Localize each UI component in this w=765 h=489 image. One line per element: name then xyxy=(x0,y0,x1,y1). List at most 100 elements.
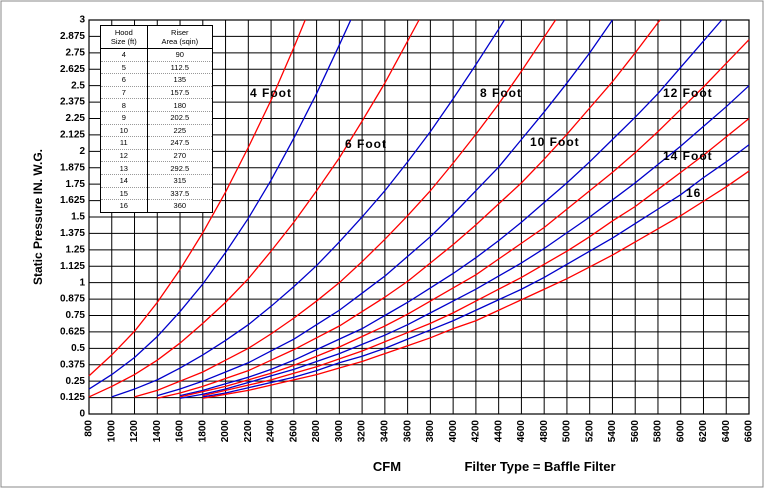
table-cell: 225 xyxy=(146,124,213,138)
y-tick-label: 2.5 xyxy=(71,80,85,91)
x-tick-label: 4000 xyxy=(448,420,459,443)
y-tick-label: 2.25 xyxy=(66,113,86,124)
curve-label: 4 Foot xyxy=(250,86,292,100)
table-cell: 90 xyxy=(146,48,213,62)
x-tick-label: 1200 xyxy=(129,420,140,443)
curve-label: 8 Foot xyxy=(480,86,522,100)
curve xyxy=(202,117,750,397)
curve xyxy=(202,144,750,398)
x-tick-label: 3400 xyxy=(380,420,391,443)
y-tick-label: 1.125 xyxy=(60,261,85,272)
subtitle: Filter Type = Baffle Filter xyxy=(464,459,615,474)
x-tick-label: 6400 xyxy=(721,420,732,443)
curve xyxy=(88,19,352,390)
table-cell: 202.5 xyxy=(146,111,213,125)
x-tick-label: 2600 xyxy=(288,420,299,443)
x-tick-label: 2200 xyxy=(243,420,254,443)
y-tick-label: 1.75 xyxy=(66,179,86,190)
curve xyxy=(88,19,306,377)
x-tick-label: 1800 xyxy=(197,420,208,443)
table-cell: 270 xyxy=(146,149,213,163)
curve xyxy=(157,19,661,399)
table-cell: 7 xyxy=(100,86,148,100)
x-tick-label: 4200 xyxy=(471,420,482,443)
curve xyxy=(88,19,420,398)
table-cell: 4 xyxy=(100,48,148,62)
header-line: Riser xyxy=(171,28,189,37)
inset-table: Hood Size (ft) Riser Area (sqin) 4 90 5 112.5 6 1… xyxy=(100,25,213,213)
curve-label: 10 Foot xyxy=(530,135,580,149)
table-cell: 15 xyxy=(100,187,148,201)
x-tick-label: 800 xyxy=(84,420,95,437)
y-tick-label: 1 xyxy=(79,277,85,288)
curve-label: 6 Foot xyxy=(345,137,387,151)
y-tick-label: 2.75 xyxy=(66,47,86,58)
x-tick-label: 4600 xyxy=(516,420,527,443)
table-cell: 8 xyxy=(100,98,148,112)
x-tick-label: 2000 xyxy=(220,420,231,443)
x-tick-label: 1600 xyxy=(175,420,186,443)
y-tick-label: 2.375 xyxy=(60,97,85,108)
table-cell: 6 xyxy=(100,73,148,87)
x-tick-label: 2400 xyxy=(266,420,277,443)
y-tick-label: 0.375 xyxy=(60,359,85,370)
x-tick-label: 5600 xyxy=(630,420,641,443)
y-tick-label: 0.125 xyxy=(60,392,85,403)
y-tick-label: 0 xyxy=(79,409,85,420)
table-cell: 112.5 xyxy=(146,61,213,75)
x-tick-label: 5000 xyxy=(562,420,573,443)
x-tick-label: 6000 xyxy=(675,420,686,443)
y-tick-label: 2.625 xyxy=(60,64,85,75)
y-tick-label: 1.25 xyxy=(66,244,86,255)
header-line: Area (sqin) xyxy=(161,37,199,46)
y-tick-label: 1.375 xyxy=(60,228,85,239)
x-axis-title: CFM xyxy=(373,459,401,474)
x-tick-label: 5800 xyxy=(653,420,664,443)
table-header: Hood Size (ft) xyxy=(100,25,148,49)
table-header: Riser Area (sqin) xyxy=(146,25,213,49)
table-cell: 11 xyxy=(100,136,148,150)
table-cell: 315 xyxy=(146,174,213,188)
y-tick-label: 0.75 xyxy=(66,310,86,321)
x-tick-label: 6200 xyxy=(698,420,709,443)
x-tick-label: 3800 xyxy=(425,420,436,443)
table-cell: 360 xyxy=(146,199,213,213)
y-tick-label: 1.625 xyxy=(60,195,85,206)
table-cell: 9 xyxy=(100,111,148,125)
table-cell: 10 xyxy=(100,124,148,138)
y-tick-label: 1.5 xyxy=(71,212,85,223)
x-tick-label: 3000 xyxy=(334,420,345,443)
table-cell: 247.5 xyxy=(146,136,213,150)
curve-label: 12 Foot xyxy=(663,86,713,100)
header-line: Size (ft) xyxy=(110,37,137,46)
table-cell: 12 xyxy=(100,149,148,163)
table-cell: 16 xyxy=(100,199,148,213)
y-tick-label: 2.125 xyxy=(60,130,85,141)
curve xyxy=(202,170,750,399)
table-cell: 14 xyxy=(100,174,148,188)
table-cell: 135 xyxy=(146,73,213,87)
curve-label: 16 xyxy=(686,186,701,200)
x-tick-label: 5400 xyxy=(607,420,618,443)
curve xyxy=(111,19,505,398)
table-cell: 13 xyxy=(100,161,148,175)
y-tick-label: 3 xyxy=(79,15,85,26)
y-tick-label: 0.875 xyxy=(60,294,85,305)
y-tick-label: 0.625 xyxy=(60,327,85,338)
x-tick-label: 4400 xyxy=(493,420,504,443)
y-tick-label: 0.5 xyxy=(71,343,85,354)
x-tick-label: 3600 xyxy=(402,420,413,443)
x-tick-label: 2800 xyxy=(311,420,322,443)
y-tick-label: 2.875 xyxy=(60,31,85,42)
y-tick-label: 1.875 xyxy=(60,162,85,173)
table-cell: 5 xyxy=(100,61,148,75)
table-cell: 157.5 xyxy=(146,86,213,100)
y-tick-label: 2 xyxy=(79,146,85,157)
curve xyxy=(179,85,750,399)
x-tick-label: 5200 xyxy=(584,420,595,443)
curve xyxy=(179,39,750,398)
x-tick-label: 6600 xyxy=(744,420,755,443)
header-line: Hood xyxy=(114,28,133,37)
